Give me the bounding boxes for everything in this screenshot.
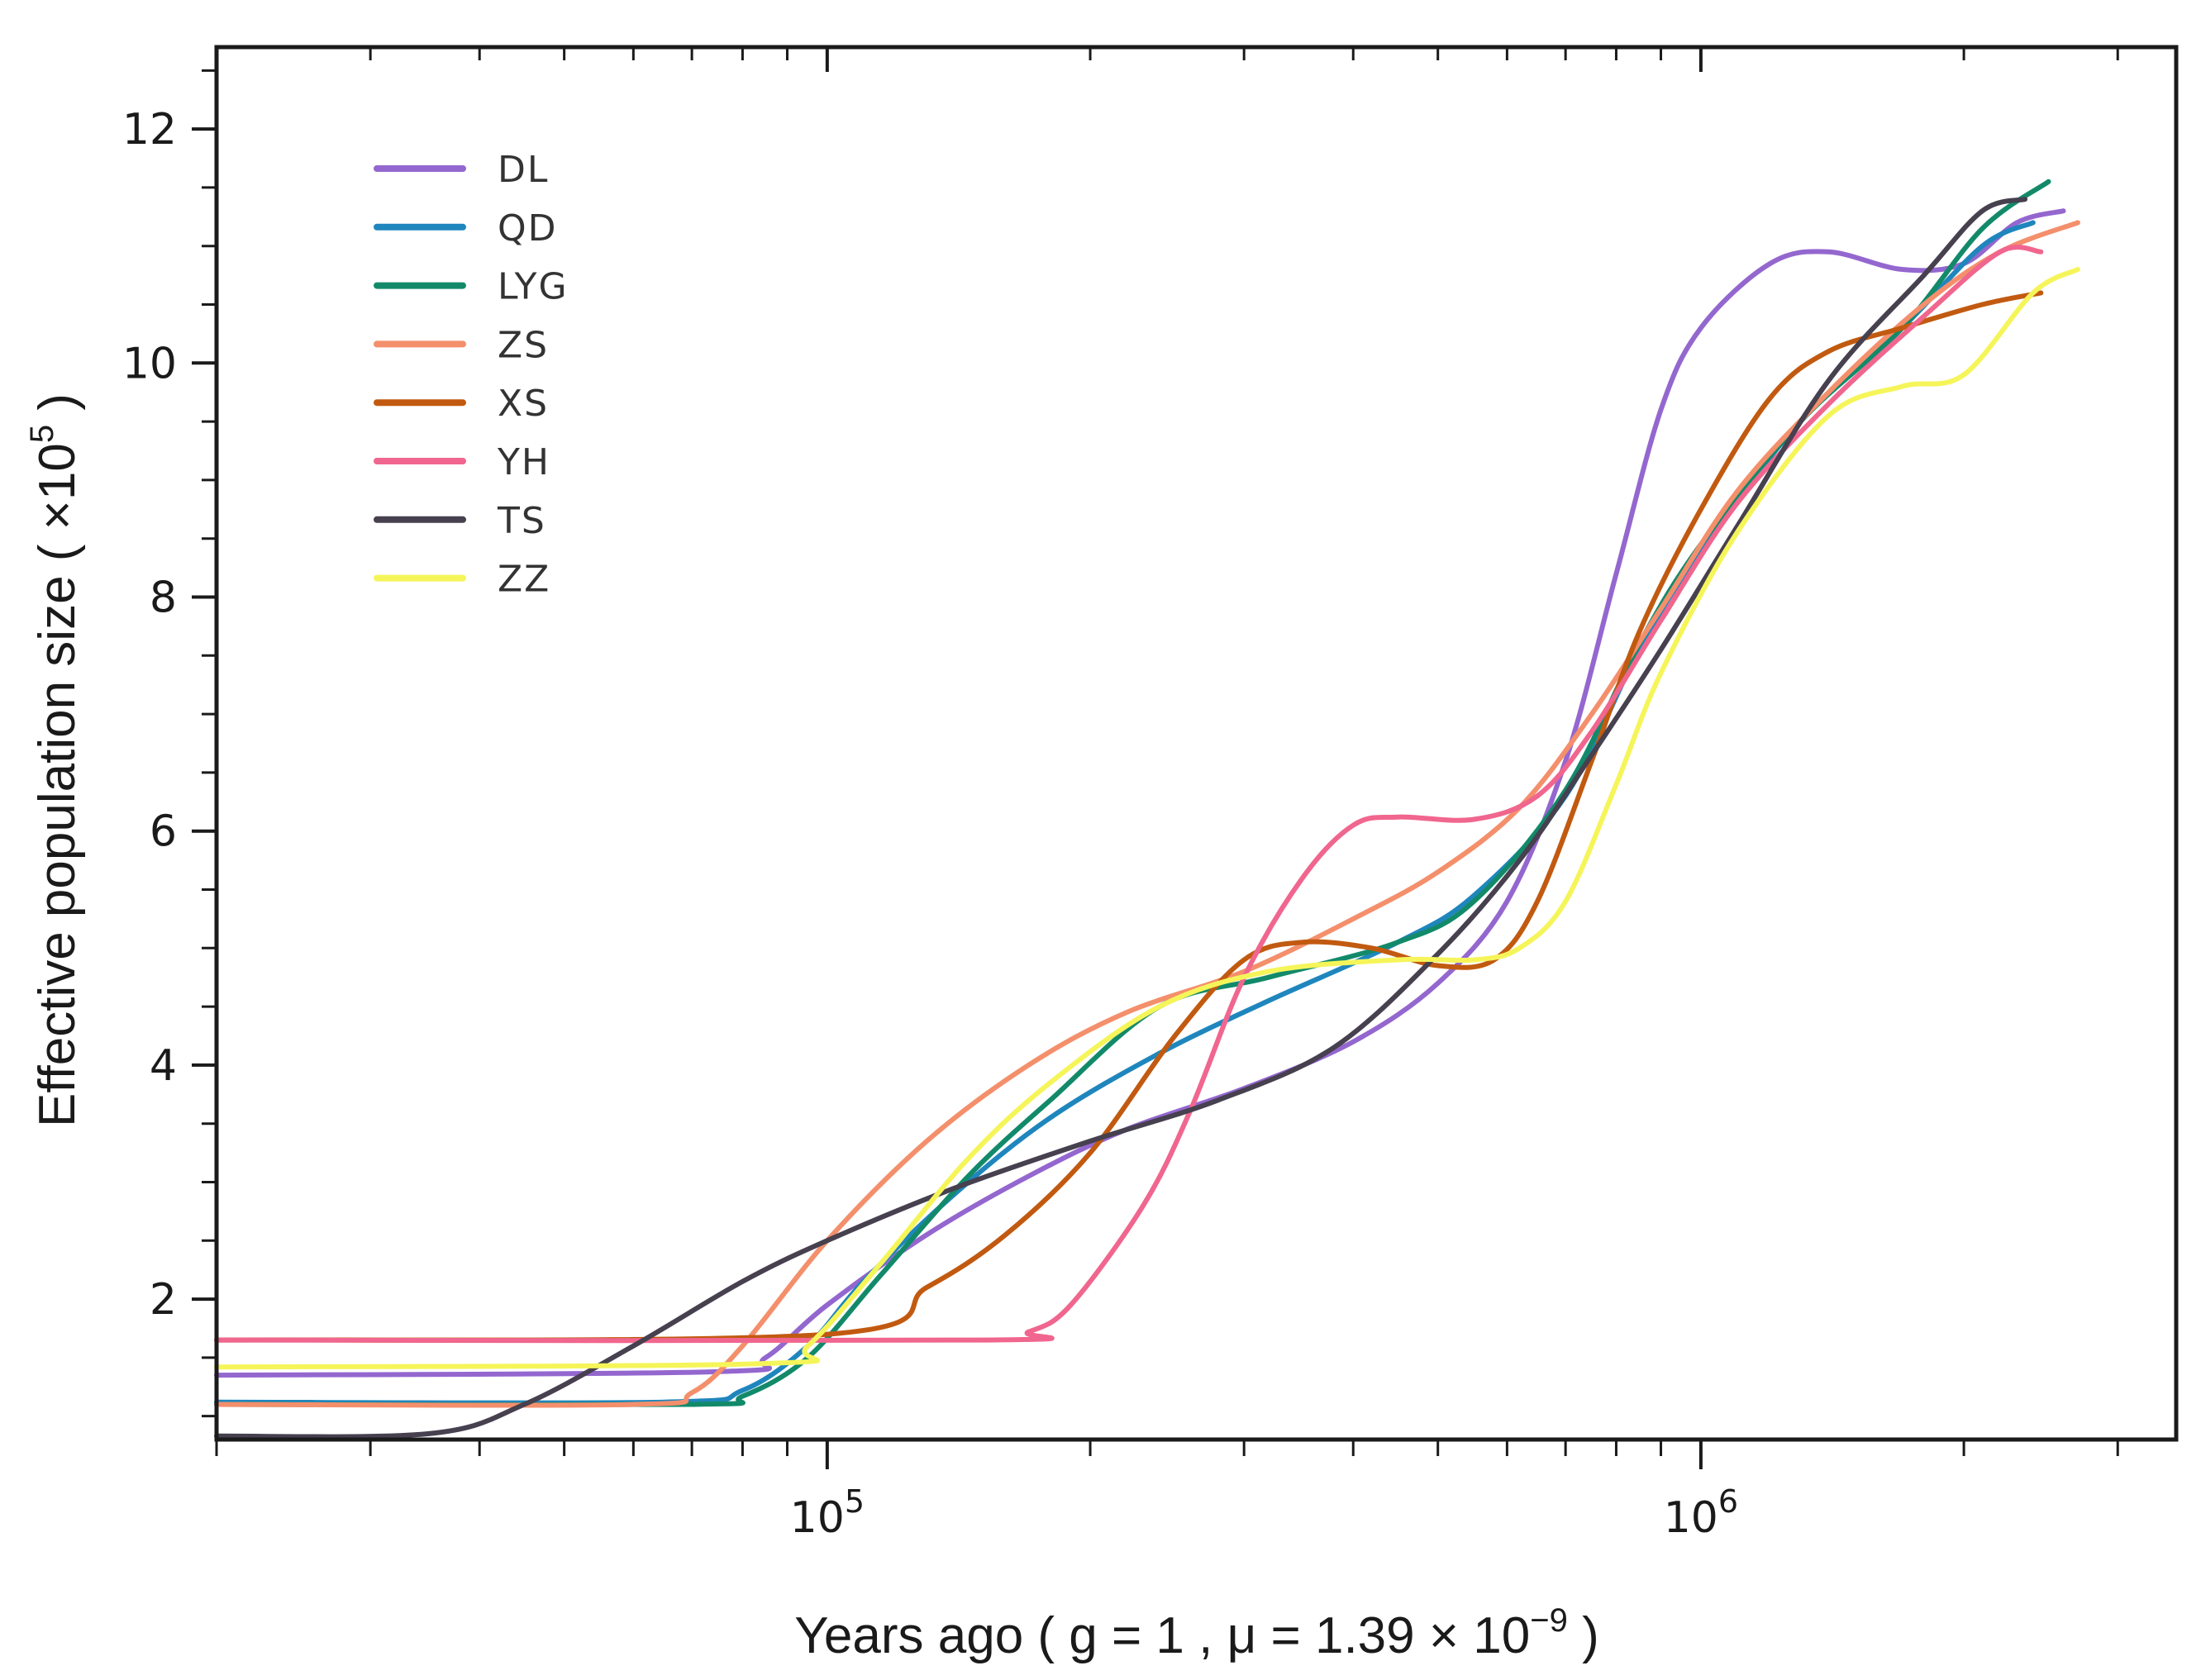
- series-line-yh: [214, 245, 2044, 1344]
- y-tick-label: 6: [150, 807, 177, 857]
- tick-labels: 105 106 2 4 6 8 10 12: [122, 105, 1738, 1543]
- x-tick-label: 105: [790, 1483, 865, 1543]
- plot-frame: [214, 45, 2179, 1442]
- y-tick-label: 4: [150, 1041, 177, 1091]
- series-line-zs: [214, 220, 2080, 1408]
- axis-ticks: [192, 47, 2119, 1469]
- legend-label-lyg: LYG: [498, 266, 569, 308]
- series-line-zz: [214, 267, 2080, 1370]
- x-axis-title: Years ago ( g = 1 , μ = 1.39 × 10−9 ): [794, 1602, 1599, 1664]
- legend-label-zs: ZS: [498, 324, 549, 366]
- y-tick-label: 10: [122, 339, 177, 388]
- legend-label-ts: TS: [497, 500, 546, 542]
- series-line-dl: [214, 208, 2066, 1378]
- legend-label-zz: ZZ: [498, 559, 550, 601]
- legend-label-dl: DL: [498, 149, 549, 191]
- legend-label-xs: XS: [498, 383, 549, 425]
- series-line-ts: [214, 197, 2028, 1440]
- y-axis-title: Effective population size ( ×105 ): [24, 393, 86, 1127]
- series-lines: [214, 178, 2080, 1440]
- x-tick-label: 106: [1664, 1483, 1738, 1543]
- legend: DL QD LYG ZS XS YH TS ZZ: [374, 149, 569, 601]
- y-tick-label: 12: [122, 105, 177, 155]
- y-tick-label: 2: [150, 1275, 177, 1325]
- legend-label-yh: YH: [497, 441, 550, 483]
- y-tick-label: 8: [150, 573, 177, 623]
- series-line-xs: [214, 290, 2044, 1343]
- series-line-qd: [214, 220, 2036, 1406]
- legend-label-qd: QD: [498, 207, 558, 250]
